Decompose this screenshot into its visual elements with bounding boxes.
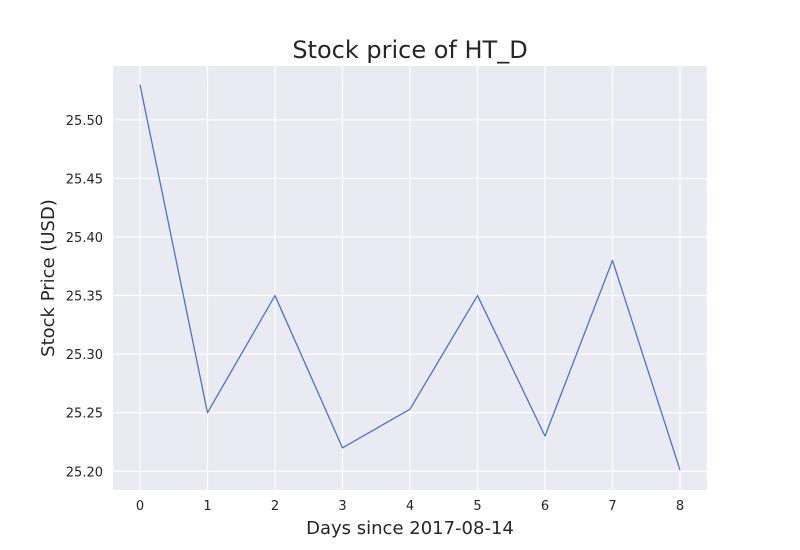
- chart-title: Stock price of HT_D: [292, 36, 527, 64]
- x-tick-label: 8: [676, 499, 684, 514]
- x-tick-label: 1: [203, 499, 211, 514]
- grid: [113, 66, 707, 490]
- tick-labels: 0 1 2 3 4 5 6 7 8 25.20 25.25 25.30 25.35 25.40 25.45 2…: [66, 114, 684, 514]
- series-layer: [139, 84, 681, 471]
- y-tick-label: 25.50: [66, 114, 103, 129]
- x-tick-label: 4: [406, 499, 414, 514]
- x-tick-label: 0: [136, 499, 144, 514]
- x-tick-label: 2: [271, 499, 279, 514]
- y-tick-label: 25.45: [66, 172, 103, 187]
- y-tick-label: 25.25: [66, 407, 103, 422]
- y-tick-label: 25.30: [66, 348, 103, 363]
- y-axis-label: Stock Price (USD): [38, 199, 59, 357]
- x-tick-label: 3: [338, 499, 346, 514]
- y-tick-label: 25.20: [66, 465, 103, 480]
- x-axis-label: Days since 2017-08-14: [306, 518, 514, 539]
- x-tick-label: 7: [608, 499, 616, 514]
- y-tick-label: 25.40: [66, 231, 103, 246]
- series-line: [139, 84, 681, 471]
- y-tick-label: 25.35: [66, 290, 103, 305]
- x-tick-label: 5: [473, 499, 481, 514]
- x-tick-label: 6: [541, 499, 549, 514]
